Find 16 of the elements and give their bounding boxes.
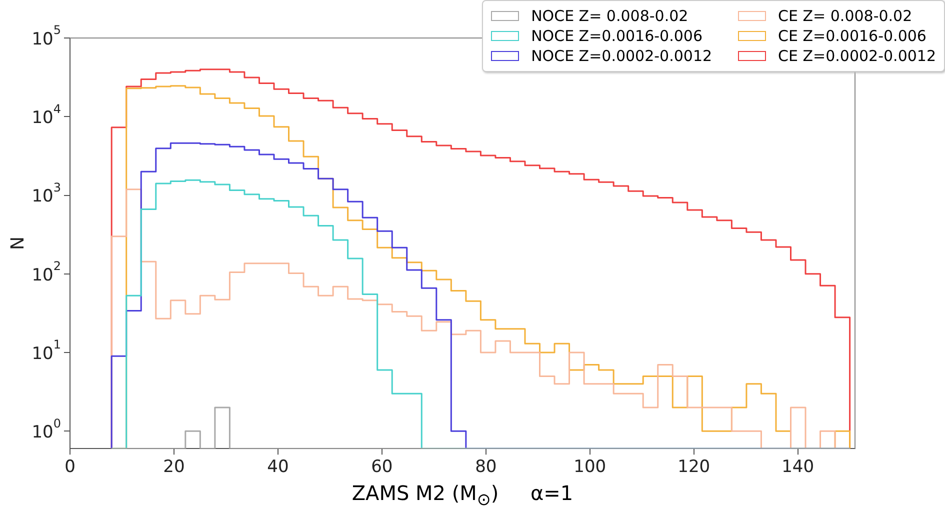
x-tick-label: 80 <box>475 457 497 478</box>
x-tick-label: 40 <box>267 457 289 478</box>
legend-label: CE Z=0.0016-0.006 <box>778 27 926 45</box>
legend-label: NOCE Z=0.0002-0.0012 <box>531 47 712 65</box>
legend-label: NOCE Z=0.0016-0.006 <box>531 27 702 45</box>
legend-label: NOCE Z= 0.008-0.02 <box>531 7 688 25</box>
x-tick-label: 140 <box>782 457 814 478</box>
legend-label: CE Z=0.0002-0.0012 <box>778 47 936 65</box>
x-tick-label: 0 <box>64 457 76 478</box>
x-tick-label: 20 <box>163 457 185 478</box>
legend-label: CE Z= 0.008-0.02 <box>778 7 912 25</box>
x-tick-label: 60 <box>371 457 393 478</box>
x-axis-title: ZAMS M2 (M$_{⊙}$) α=1 <box>350 481 574 509</box>
x-tick-label: 120 <box>678 457 710 478</box>
x-tick-label: 100 <box>574 457 606 478</box>
y-axis-title: N <box>7 236 28 250</box>
